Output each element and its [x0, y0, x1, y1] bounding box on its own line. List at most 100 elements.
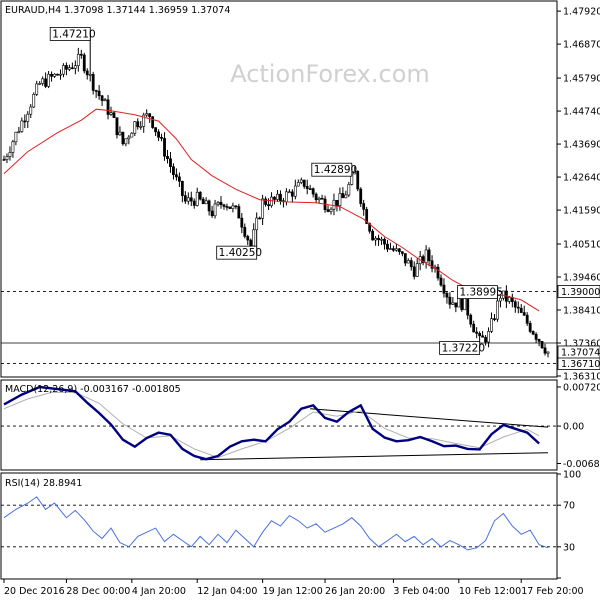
- candle-body: [91, 74, 95, 91]
- candle-body: [305, 186, 309, 189]
- candle-body: [183, 195, 187, 202]
- price-tick-label: 1.47920: [563, 7, 600, 18]
- candle-body: [41, 78, 45, 84]
- rsi-tick-label: 30: [563, 542, 575, 553]
- candle-body: [228, 206, 232, 209]
- candle-body: [154, 127, 158, 133]
- candle-body: [32, 94, 36, 108]
- candle-body: [267, 204, 270, 207]
- candle-body: [76, 53, 80, 66]
- candle-body: [115, 117, 119, 136]
- time-tick-label: 4 Jan 20:00: [132, 586, 186, 597]
- candle-body: [255, 217, 259, 231]
- candle-body: [252, 229, 256, 247]
- candle-body: [88, 74, 92, 76]
- price-tick-label: 1.36310: [563, 372, 600, 383]
- candle-body: [279, 193, 282, 202]
- macd-axis-ticks: 0.007201 0.00 -0.006888: [1, 382, 600, 470]
- candle-body: [317, 197, 321, 200]
- candle-body: [451, 302, 455, 305]
- price-header: EURAUD,H4 1.37098 1.37144 1.36959 1.3707…: [5, 5, 230, 16]
- candle-body: [383, 238, 386, 245]
- candle-body: [56, 73, 59, 76]
- candle-body: [240, 217, 244, 228]
- candle-body: [403, 253, 407, 264]
- candle-body: [23, 120, 27, 123]
- candle-body: [109, 112, 113, 115]
- price-tick-label: 1.44740: [563, 107, 600, 118]
- candle-body: [427, 249, 431, 262]
- candle-body: [124, 138, 128, 145]
- price-tick-label: 1.41590: [563, 206, 600, 217]
- candle-body: [415, 263, 419, 277]
- candle-body: [347, 184, 351, 196]
- candle-body: [50, 73, 53, 77]
- candle-body: [210, 210, 214, 217]
- candle-body: [371, 230, 375, 241]
- time-tick-label: 3 Feb 04:00: [393, 586, 449, 597]
- candle-body: [97, 90, 101, 97]
- candle-body: [540, 341, 544, 349]
- candle-body: [70, 67, 74, 70]
- candle-body: [234, 205, 238, 208]
- candle-body: [82, 54, 86, 72]
- callout-label: 1.40250: [219, 247, 262, 259]
- candle-body: [130, 132, 134, 138]
- macd-tick-label: 0.007201: [563, 382, 600, 393]
- candle-body: [380, 238, 383, 241]
- price-axis-ticks: 1.47920 1.46870 1.45790 1.44740 1.43690 1.426…: [557, 7, 600, 383]
- candle-body: [29, 106, 33, 115]
- candle-body: [326, 209, 330, 212]
- candle-body: [237, 206, 241, 219]
- candle-body: [543, 347, 547, 354]
- candle-body: [389, 248, 392, 250]
- candle-body: [47, 73, 50, 87]
- candle-body: [320, 197, 324, 200]
- candle-body: [216, 201, 220, 205]
- candle-body: [329, 208, 333, 212]
- candle-body: [469, 314, 473, 325]
- candle-body: [409, 260, 413, 268]
- price-level-label: 1.36710: [561, 359, 600, 370]
- candle-body: [127, 136, 131, 140]
- candle-body: [106, 99, 110, 115]
- macd-tick-label: -0.006888: [563, 459, 600, 470]
- time-tick-label: 17 Feb 20:00: [521, 586, 583, 597]
- candle-body: [276, 193, 279, 200]
- candle-body: [392, 248, 395, 251]
- candle-body: [20, 120, 24, 132]
- candle-body: [365, 209, 369, 224]
- macd-trendline: [200, 452, 549, 461]
- candle-body: [359, 188, 363, 204]
- macd-panel-frame: [0, 379, 558, 471]
- candle-body: [466, 297, 470, 316]
- candle-body: [484, 336, 487, 343]
- candle-body: [231, 205, 235, 209]
- candle-body: [302, 179, 306, 187]
- macd-tick-label: 0.00: [563, 422, 584, 433]
- candle-body: [243, 226, 247, 237]
- candle-body: [287, 191, 291, 194]
- moving-average-line: [3, 108, 540, 312]
- candle-body: [133, 121, 137, 134]
- candle-body: [353, 170, 357, 175]
- macd-trendlines: [200, 408, 549, 461]
- candle-body: [516, 306, 520, 309]
- candle-body: [377, 237, 380, 241]
- candle-body: [44, 78, 48, 87]
- candle-body: [490, 318, 493, 332]
- candle-body: [112, 112, 116, 118]
- candle-body: [285, 191, 288, 203]
- candle-body: [502, 290, 505, 299]
- candle-body: [448, 296, 452, 305]
- candle-body: [79, 53, 83, 56]
- candle-body: [338, 193, 342, 206]
- candle-body: [14, 131, 18, 143]
- candle-body: [356, 170, 360, 190]
- candle-body: [475, 331, 479, 334]
- candle-body: [67, 67, 71, 70]
- candle-body: [222, 204, 226, 207]
- candle-body: [525, 314, 529, 324]
- callout-box: [49, 27, 91, 41]
